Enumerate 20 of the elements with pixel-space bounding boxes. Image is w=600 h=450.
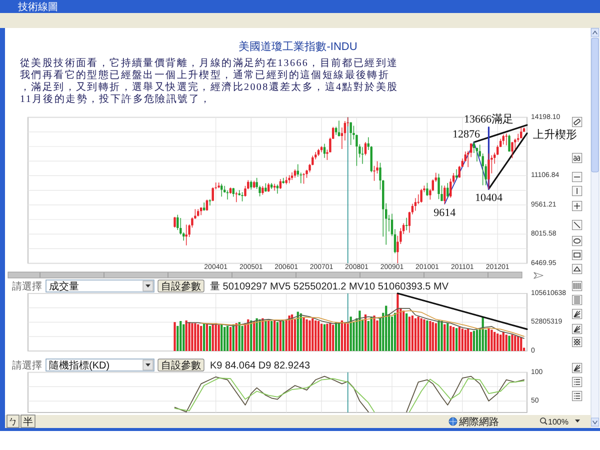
annotation: 9614 [434,206,456,219]
text: 網際網路 [458,416,499,428]
annotation: 12876 [452,128,480,140]
text: 半 [23,416,33,428]
chart-title: 美國道瓊工業指數-INDU [238,40,358,53]
text: 自設參數 [161,360,201,372]
text: 隨機指標(KD) [49,360,110,372]
annotation: 10404 [474,192,503,204]
text: 成交量 [49,280,79,292]
text: 自設參數 [161,280,201,292]
chart-subtitle: 從美股技術面看，它持續量價背離，月線的滿足約在13666，目前都已經到達我們再看它的型態已經盤出一個上升楔型，通常已經到的這個短線最後轉折，滿足到，又到轉折，選舉又快選完，經濟比2008還差太多，這4點對於美股11月後的走勢，投下許多危險訊號了， [20,57,398,105]
annotation: 上升楔形 [533,128,577,142]
text: 量 50109297 MV5 52550201.2 MV10 51060393.5 MV [210,282,449,292]
annotation: 13666滿足 [464,112,514,126]
text: K9 84.064 D9 82.9243 [210,360,311,372]
text: 100% [548,418,568,426]
text: 技術線圖 [17,1,58,13]
text: ㄅ [8,417,18,428]
text: 請選擇 [12,360,42,372]
text: 請選擇 [12,280,42,292]
